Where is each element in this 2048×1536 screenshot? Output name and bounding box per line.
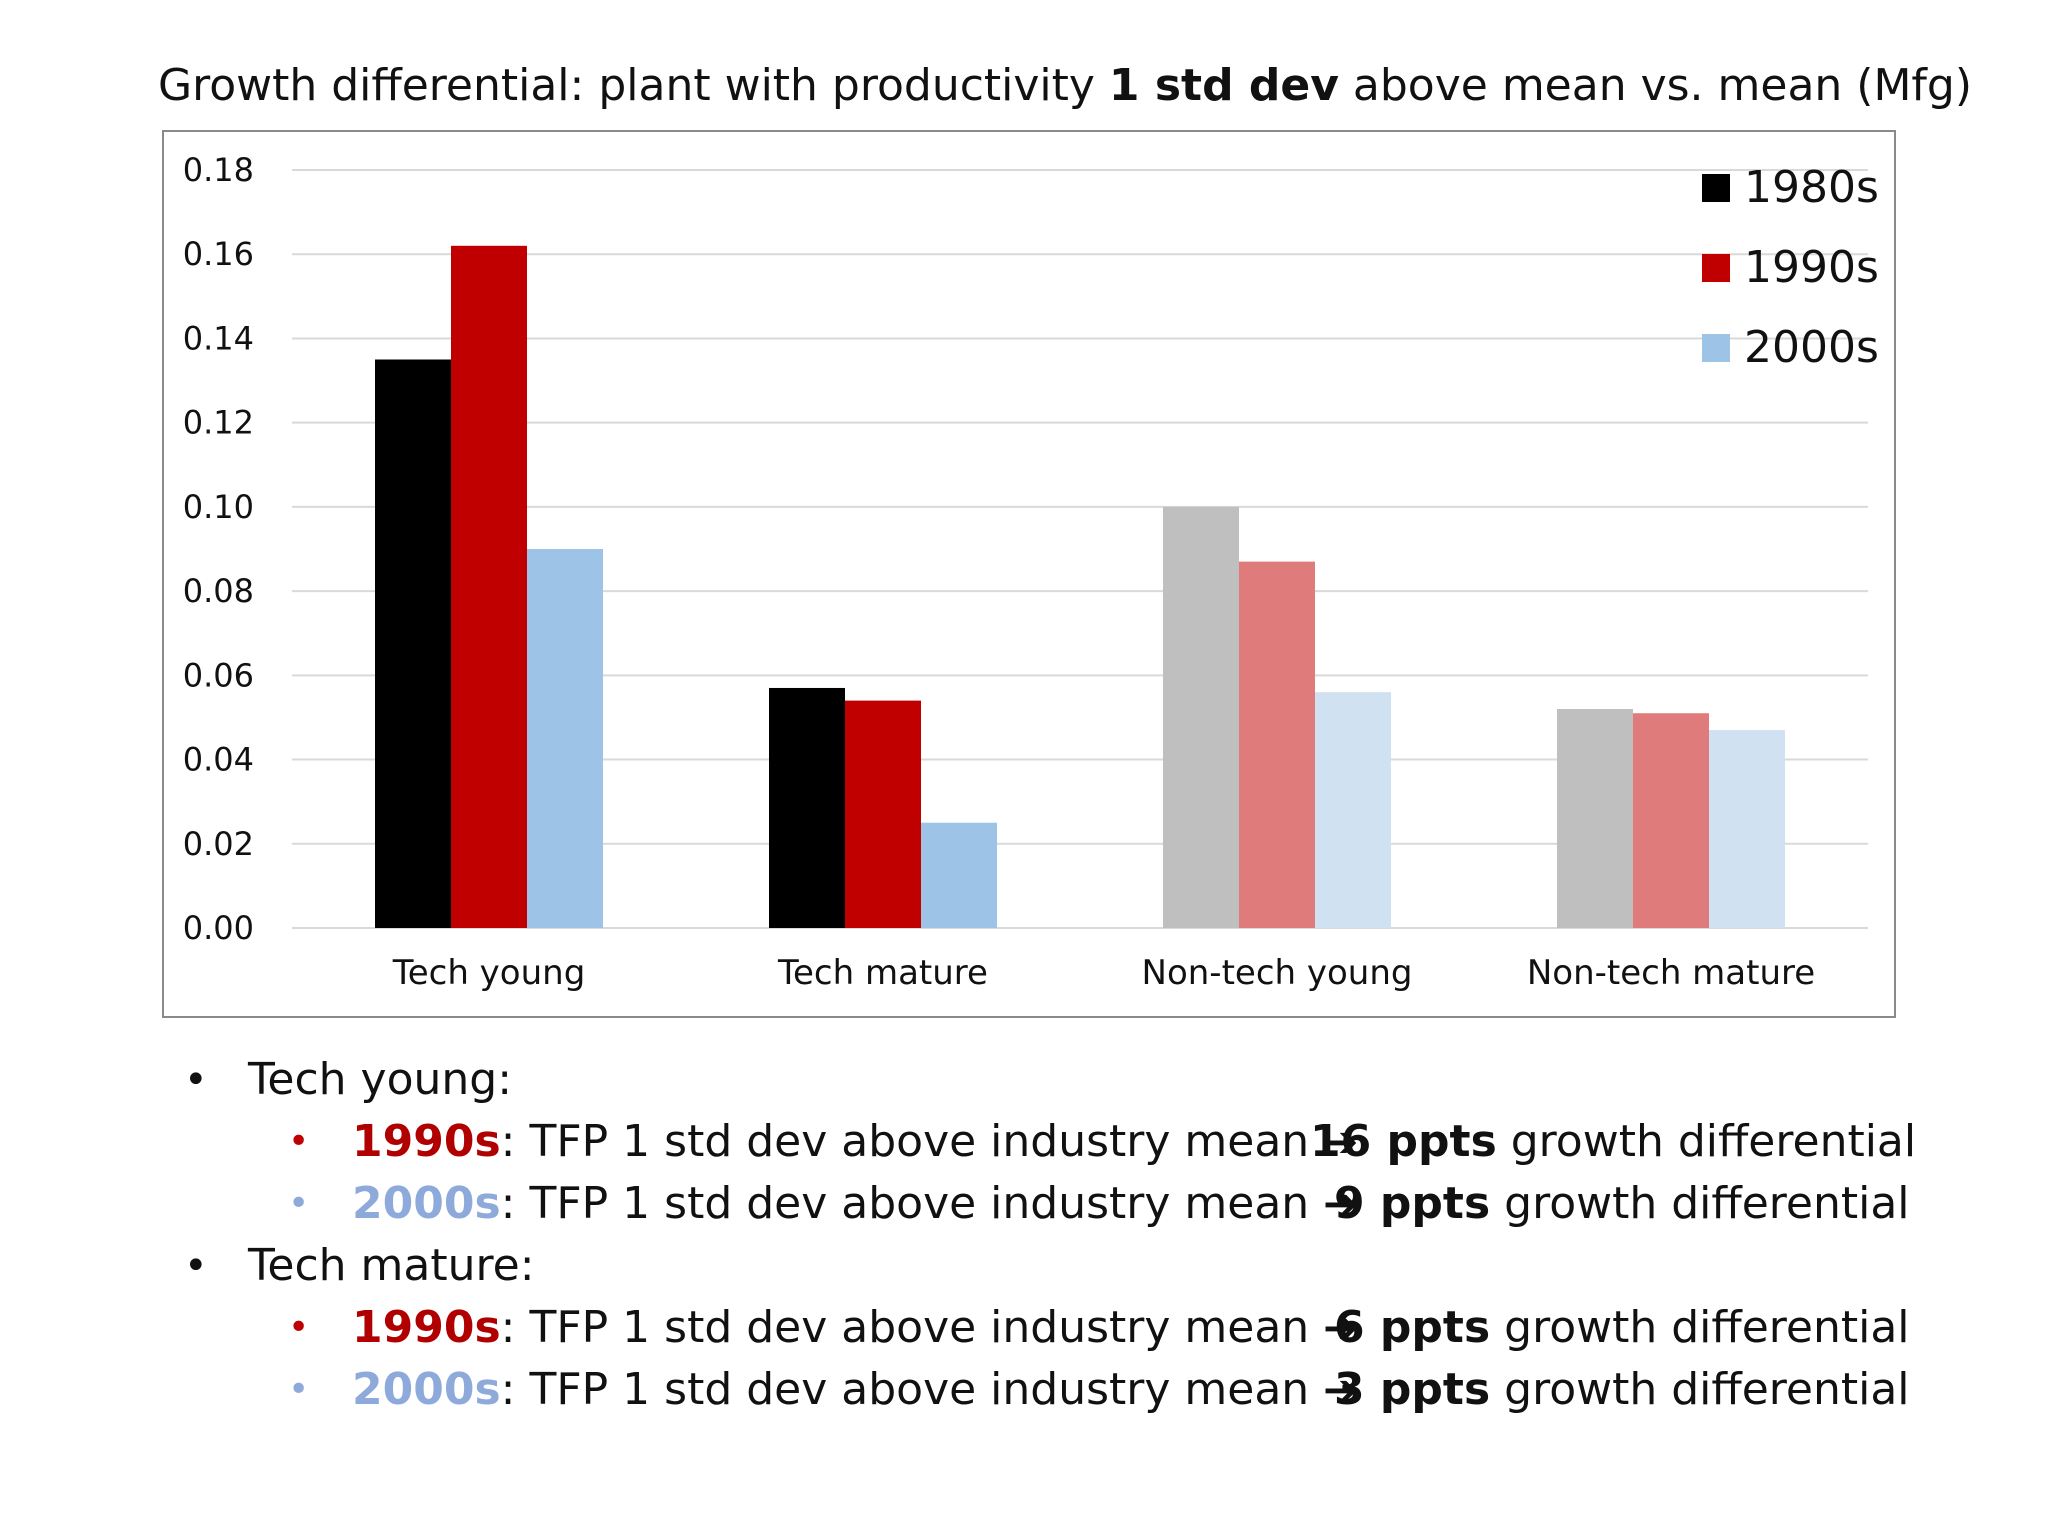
bar-1990s-non-tech-mature [1633, 713, 1709, 928]
year-label: 2000s [352, 1178, 501, 1229]
bullet-line: 2000s: TFP 1 std dev above industry mean… [352, 1174, 1358, 1234]
y-tick-label: 0.14 [183, 319, 254, 357]
y-tick-label: 0.06 [183, 656, 254, 694]
bullet-dot: • [184, 1057, 208, 1103]
bar-2000s-tech-mature [921, 822, 997, 928]
bar-1980s-tech-mature [769, 687, 845, 928]
arrow-icon: ➔ [1323, 1179, 1359, 1228]
bullet-result: 3 ppts growth differential [1334, 1360, 1910, 1420]
y-tick-label: 0.10 [183, 488, 254, 526]
chart-title: Growth differential: plant with producti… [158, 56, 1972, 116]
bar-2000s-tech-young [527, 549, 603, 928]
x-tick-label: Non-tech young [1142, 953, 1413, 993]
x-tick-label: Non-tech mature [1527, 953, 1815, 993]
x-tick-label: Tech mature [777, 953, 988, 993]
year-label: 1990s [352, 1302, 501, 1353]
bullet-tail: growth differential [1490, 1178, 1910, 1229]
bullet-tech-mature: Tech mature: [248, 1240, 535, 1291]
bullet-line: 1990s: TFP 1 std dev above industry mean… [352, 1298, 1358, 1358]
arrow-icon: ➔ [1323, 1303, 1359, 1352]
bar-1980s-non-tech-young [1163, 506, 1239, 928]
bullet-dot: • [288, 1121, 310, 1162]
ppts-value: 3 ppts [1334, 1364, 1491, 1415]
y-tick-label: 0.16 [183, 235, 254, 273]
legend-label: 2000s [1744, 322, 1879, 373]
bullet-result: 9 ppts growth differential [1334, 1174, 1910, 1234]
arrow-icon: ➔ [1323, 1365, 1359, 1414]
ppts-value: 9 ppts [1334, 1178, 1491, 1229]
bar-1990s-tech-mature [845, 700, 921, 928]
bar-1990s-non-tech-young [1239, 561, 1315, 928]
bullet-tail: growth differential [1490, 1364, 1910, 1415]
bullet-dot: • [288, 1183, 310, 1224]
bar-1990s-tech-young [451, 245, 527, 929]
x-tick-label: Tech young [392, 953, 586, 993]
ppts-value: 6 ppts [1334, 1302, 1491, 1353]
y-tick-label: 0.04 [183, 741, 254, 779]
legend-label: 1980s [1744, 162, 1879, 213]
legend-label: 1990s [1744, 242, 1879, 293]
y-tick-label: 0.02 [183, 825, 254, 863]
y-tick-label: 0.12 [183, 404, 254, 442]
y-tick-label: 0.18 [183, 151, 254, 189]
bullet-line: 2000s: TFP 1 std dev above industry mean… [352, 1360, 1358, 1420]
title-bold: 1 std dev [1108, 60, 1339, 111]
arrow-icon: ➔ [1323, 1117, 1359, 1166]
year-label: 1990s [352, 1116, 501, 1167]
bullet-text: : TFP 1 std dev above industry mean [500, 1116, 1324, 1167]
legend-swatch [1702, 174, 1730, 202]
chart-frame: 0.00 0.02 0.04 0.06 0.08 0.10 0.12 0.14 0.16 0.18… [162, 130, 1896, 1018]
bullet-result: 6 ppts growth differential [1334, 1298, 1910, 1358]
bar-1980s-tech-young [375, 359, 451, 928]
bar-2000s-non-tech-young [1315, 692, 1391, 928]
bullet-dot: • [288, 1369, 310, 1410]
title-prefix: Growth differential: plant with producti… [158, 60, 1109, 111]
bullet-result: 16 ppts growth differential [1310, 1112, 1916, 1172]
bullet-dot: • [288, 1307, 310, 1348]
bullet-text: : TFP 1 std dev above industry mean [500, 1302, 1324, 1353]
legend-swatch [1702, 254, 1730, 282]
bar-1980s-non-tech-mature [1557, 709, 1633, 928]
bar-2000s-non-tech-mature [1709, 730, 1785, 928]
y-tick-label: 0.08 [183, 572, 254, 610]
bullet-tail: growth differential [1490, 1302, 1910, 1353]
bullet-line: 1990s: TFP 1 std dev above industry mean… [352, 1112, 1358, 1172]
bullet-tail: growth differential [1496, 1116, 1917, 1167]
ppts-value: 16 ppts [1310, 1116, 1497, 1167]
title-suffix: above mean vs. mean (Mfg) [1338, 60, 1973, 111]
bullet-dot: • [184, 1243, 208, 1289]
y-tick-label: 0.00 [183, 909, 254, 947]
bullet-text: : TFP 1 std dev above industry mean [500, 1364, 1324, 1415]
year-label: 2000s [352, 1364, 501, 1415]
bullet-tech-young: Tech young: [248, 1054, 513, 1105]
bar-chart: 0.00 0.02 0.04 0.06 0.08 0.10 0.12 0.14 0.16 0.18… [183, 151, 1879, 993]
legend-swatch [1702, 334, 1730, 362]
bullet-text: : TFP 1 std dev above industry mean [500, 1178, 1324, 1229]
